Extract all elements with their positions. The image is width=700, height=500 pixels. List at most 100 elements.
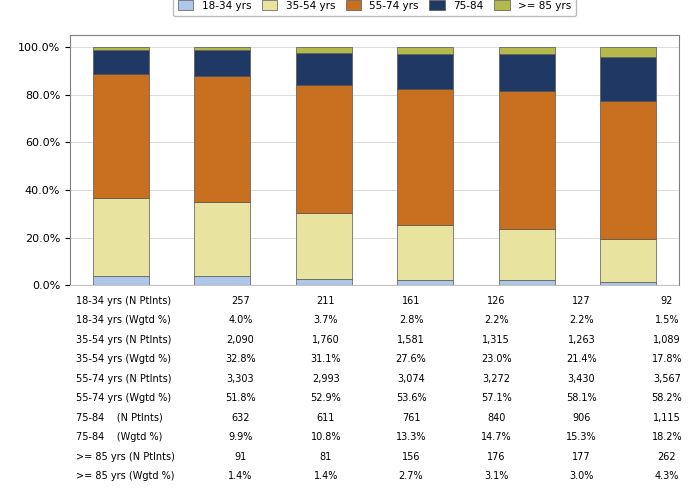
Text: 257: 257 bbox=[231, 296, 250, 306]
Text: 3.1%: 3.1% bbox=[484, 472, 508, 482]
Bar bbox=[93, 50, 148, 74]
Text: 58.1%: 58.1% bbox=[566, 394, 597, 404]
Text: 632: 632 bbox=[231, 413, 250, 423]
Text: 92: 92 bbox=[661, 296, 673, 306]
Text: 21.4%: 21.4% bbox=[566, 354, 597, 364]
Text: 161: 161 bbox=[402, 296, 420, 306]
Text: 17.8%: 17.8% bbox=[652, 354, 682, 364]
Text: 1,115: 1,115 bbox=[653, 413, 680, 423]
Text: 177: 177 bbox=[572, 452, 591, 462]
Bar bbox=[195, 276, 250, 285]
Text: 18-34 yrs (Wgtd %): 18-34 yrs (Wgtd %) bbox=[76, 316, 171, 326]
Text: 1,263: 1,263 bbox=[568, 335, 596, 345]
Bar bbox=[296, 85, 351, 213]
Text: 15.3%: 15.3% bbox=[566, 432, 597, 442]
Text: 51.8%: 51.8% bbox=[225, 394, 256, 404]
Bar bbox=[601, 100, 656, 239]
Text: 35-54 yrs (N Ptlnts): 35-54 yrs (N Ptlnts) bbox=[76, 335, 172, 345]
Bar bbox=[398, 280, 453, 285]
Text: 55-74 yrs (Wgtd %): 55-74 yrs (Wgtd %) bbox=[76, 394, 172, 404]
Text: 13.3%: 13.3% bbox=[395, 432, 426, 442]
Bar bbox=[601, 282, 656, 285]
Text: 18-34 yrs (N Ptlnts): 18-34 yrs (N Ptlnts) bbox=[76, 296, 172, 306]
Bar bbox=[296, 47, 351, 54]
Text: 1.5%: 1.5% bbox=[654, 316, 679, 326]
Text: >= 85 yrs (Wgtd %): >= 85 yrs (Wgtd %) bbox=[76, 472, 174, 482]
Bar bbox=[93, 74, 148, 198]
Text: 1,315: 1,315 bbox=[482, 335, 510, 345]
Bar bbox=[499, 280, 554, 285]
Text: 3,303: 3,303 bbox=[227, 374, 254, 384]
Text: 53.6%: 53.6% bbox=[395, 394, 426, 404]
Text: 3,567: 3,567 bbox=[653, 374, 681, 384]
Bar bbox=[296, 54, 351, 85]
Bar bbox=[398, 46, 453, 54]
Text: 2,090: 2,090 bbox=[227, 335, 254, 345]
Text: 9.9%: 9.9% bbox=[228, 432, 253, 442]
Text: 75-84    (N Ptlnts): 75-84 (N Ptlnts) bbox=[76, 413, 163, 423]
Text: 3,272: 3,272 bbox=[482, 374, 510, 384]
Text: 611: 611 bbox=[316, 413, 335, 423]
Text: 55-74 yrs (N Ptlnts): 55-74 yrs (N Ptlnts) bbox=[76, 374, 172, 384]
Text: 1.4%: 1.4% bbox=[228, 472, 253, 482]
Text: 14.7%: 14.7% bbox=[481, 432, 512, 442]
Text: 1,581: 1,581 bbox=[397, 335, 425, 345]
Text: 3,074: 3,074 bbox=[397, 374, 425, 384]
Text: 23.0%: 23.0% bbox=[481, 354, 512, 364]
Text: 75-84    (Wgtd %): 75-84 (Wgtd %) bbox=[76, 432, 162, 442]
Bar bbox=[93, 198, 148, 276]
Text: 2.7%: 2.7% bbox=[399, 472, 423, 482]
Bar bbox=[296, 213, 351, 278]
Bar bbox=[398, 89, 453, 225]
Text: 126: 126 bbox=[487, 296, 505, 306]
Text: 10.8%: 10.8% bbox=[311, 432, 341, 442]
Text: 32.8%: 32.8% bbox=[225, 354, 256, 364]
Bar bbox=[398, 225, 453, 280]
Text: 2.8%: 2.8% bbox=[399, 316, 423, 326]
Bar bbox=[601, 240, 656, 282]
Text: 81: 81 bbox=[320, 452, 332, 462]
Bar bbox=[195, 76, 250, 202]
Text: 211: 211 bbox=[316, 296, 335, 306]
Text: 58.2%: 58.2% bbox=[652, 394, 682, 404]
Text: 2.2%: 2.2% bbox=[484, 316, 509, 326]
Text: 91: 91 bbox=[234, 452, 246, 462]
Bar bbox=[499, 54, 554, 90]
Text: 2,993: 2,993 bbox=[312, 374, 340, 384]
Text: 127: 127 bbox=[572, 296, 591, 306]
Text: 27.6%: 27.6% bbox=[395, 354, 426, 364]
Bar bbox=[195, 202, 250, 276]
Text: 3.7%: 3.7% bbox=[314, 316, 338, 326]
Text: 262: 262 bbox=[657, 452, 676, 462]
Text: 31.1%: 31.1% bbox=[311, 354, 341, 364]
Text: 52.9%: 52.9% bbox=[310, 394, 341, 404]
Text: 176: 176 bbox=[487, 452, 505, 462]
Bar bbox=[296, 278, 351, 285]
Text: 156: 156 bbox=[402, 452, 420, 462]
Text: 2.2%: 2.2% bbox=[569, 316, 594, 326]
Bar bbox=[499, 229, 554, 280]
Text: 1,760: 1,760 bbox=[312, 335, 340, 345]
Bar bbox=[601, 47, 656, 57]
Text: 761: 761 bbox=[402, 413, 420, 423]
Text: 3.0%: 3.0% bbox=[569, 472, 594, 482]
Text: 3,430: 3,430 bbox=[568, 374, 596, 384]
Text: 4.0%: 4.0% bbox=[228, 316, 253, 326]
Text: 18.2%: 18.2% bbox=[652, 432, 682, 442]
Text: 906: 906 bbox=[573, 413, 591, 423]
Bar bbox=[499, 47, 554, 54]
Text: 57.1%: 57.1% bbox=[481, 394, 512, 404]
Text: >= 85 yrs (N Ptlnts): >= 85 yrs (N Ptlnts) bbox=[76, 452, 175, 462]
Bar bbox=[398, 54, 453, 89]
Bar bbox=[93, 276, 148, 285]
Legend: 18-34 yrs, 35-54 yrs, 55-74 yrs, 75-84, >= 85 yrs: 18-34 yrs, 35-54 yrs, 55-74 yrs, 75-84, … bbox=[173, 0, 576, 16]
Text: 4.3%: 4.3% bbox=[654, 472, 679, 482]
Text: 1,089: 1,089 bbox=[653, 335, 680, 345]
Bar bbox=[195, 47, 250, 50]
Text: 1.4%: 1.4% bbox=[314, 472, 338, 482]
Text: 840: 840 bbox=[487, 413, 505, 423]
Text: 35-54 yrs (Wgtd %): 35-54 yrs (Wgtd %) bbox=[76, 354, 171, 364]
Bar bbox=[195, 50, 250, 76]
Bar bbox=[499, 90, 554, 229]
Bar bbox=[601, 57, 656, 100]
